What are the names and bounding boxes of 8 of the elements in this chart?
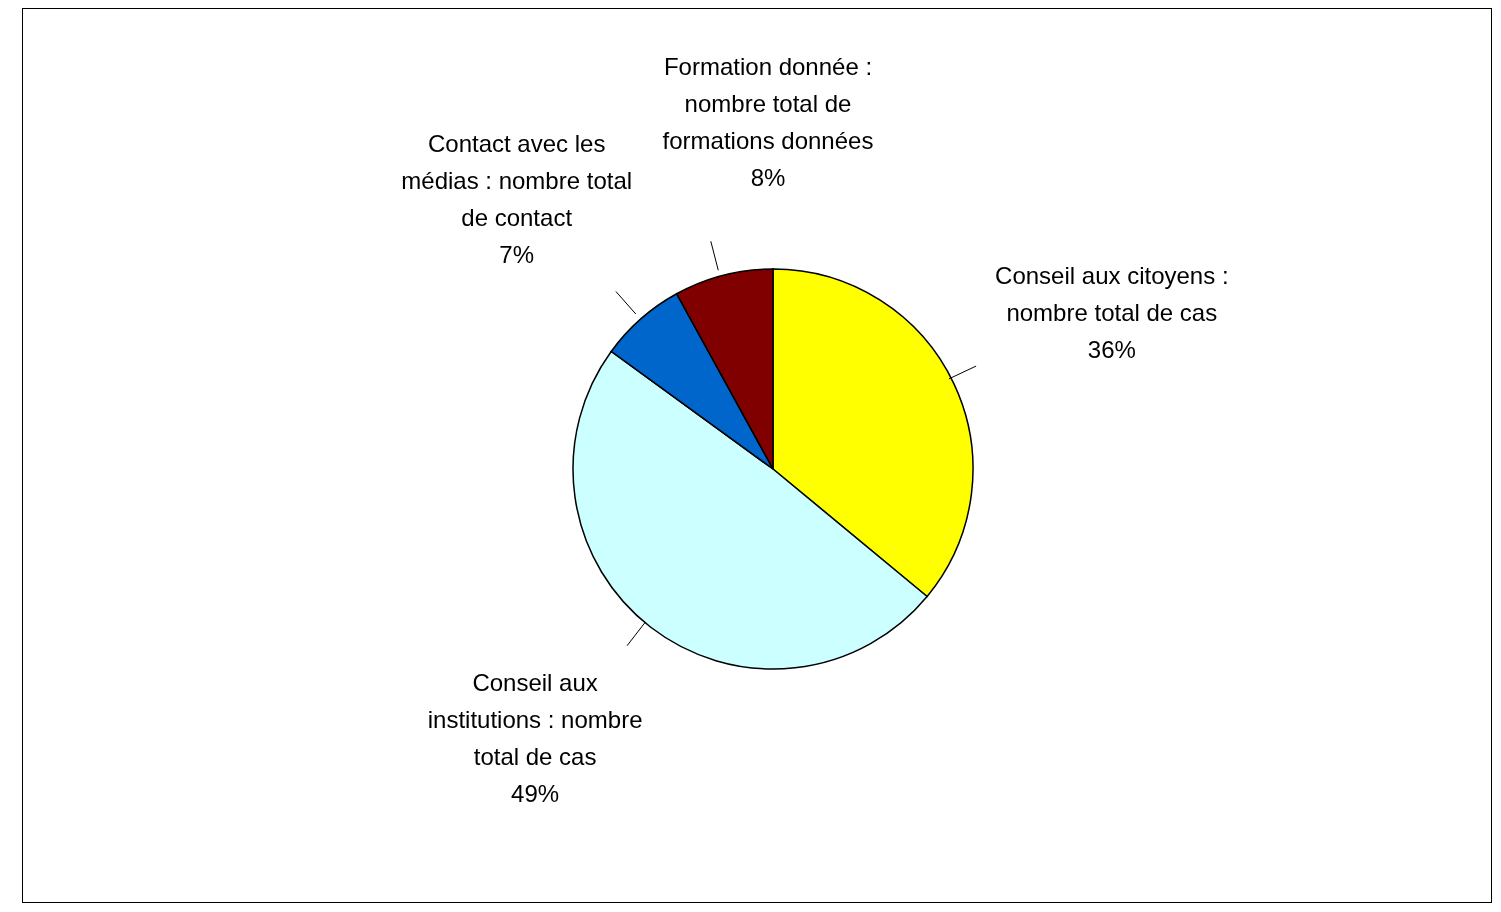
slice-label: Contact avec les médias : nombre total de contact — [401, 130, 633, 232]
data-label: 36% — [1087, 336, 1136, 364]
data-label: 8% — [750, 164, 786, 192]
data-label: 49% — [511, 780, 560, 808]
slice-label: Conseil aux citoyens : nombre total de cas — [995, 262, 1229, 327]
data-label: 7% — [499, 241, 535, 269]
slice-label: Formation donnée : nombre total de formations données — [662, 53, 874, 155]
slice-label: Conseil aux institutions : nombre total de cas — [427, 669, 643, 771]
